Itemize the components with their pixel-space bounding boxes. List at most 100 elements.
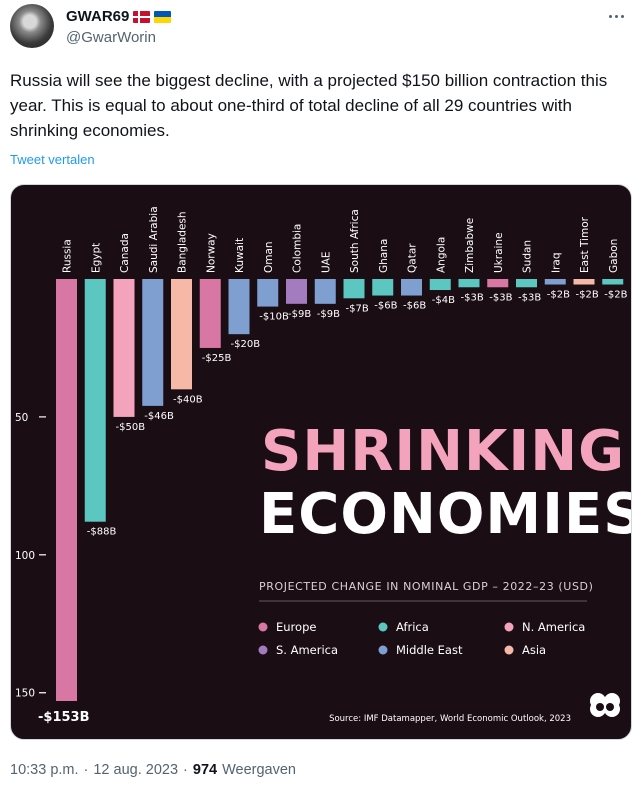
country-label: Qatar (407, 243, 419, 273)
value-label: -$6B (374, 301, 397, 312)
avatar[interactable] (10, 4, 54, 48)
value-label: -$3B (489, 292, 512, 303)
denmark-flag-icon (133, 11, 151, 23)
country-label: Oman (263, 241, 275, 273)
bar-oman (257, 279, 279, 307)
bar-bangladesh (171, 279, 192, 390)
value-label: -$3B (461, 292, 484, 303)
legend-label: Asia (522, 643, 546, 657)
value-label: -$40B (173, 394, 203, 405)
chart-subtitle: PROJECTED CHANGE IN NOMINAL GDP – 2022–2… (259, 580, 594, 593)
value-label: -$10B (259, 312, 289, 323)
country-label: East Timor (579, 216, 591, 273)
bar-qatar (401, 279, 422, 296)
ukraine-flag-icon (154, 11, 172, 23)
country-label: Colombia (292, 224, 304, 273)
bar-ghana (372, 279, 394, 296)
legend-label: S. America (276, 643, 338, 657)
translate-link[interactable]: Tweet vertalen (10, 152, 95, 167)
value-label: -$20B (231, 339, 261, 350)
value-label: -$9B (317, 309, 340, 320)
legend-swatch (504, 645, 514, 655)
country-label: Iraq (550, 252, 562, 273)
value-label: -$153B (38, 710, 90, 725)
y-tick-label: 150 (15, 688, 35, 700)
meta-separator: · (183, 762, 188, 778)
value-label: -$3B (518, 292, 541, 303)
display-name[interactable]: GWAR69 (66, 8, 130, 25)
country-label: Egypt (90, 243, 102, 273)
legend-label: Europe (276, 620, 316, 634)
country-label: Sudan (522, 240, 534, 273)
value-label: -$7B (346, 303, 369, 314)
bar-colombia (286, 279, 307, 304)
bar-egypt (84, 279, 106, 522)
tweet-date[interactable]: 12 aug. 2023 (93, 762, 179, 778)
bar-norway (199, 279, 221, 348)
views-label: Weergaven (222, 762, 296, 778)
value-label: -$88B (87, 527, 117, 538)
value-label: -$9B (288, 309, 311, 320)
bars-layer: Russia -$153B Egypt -$88B Canada -$50B Saudi A… (38, 206, 628, 725)
country-label: Canada (119, 233, 131, 273)
bar-gabon (602, 279, 624, 285)
y-tick-label: 100 (15, 550, 35, 562)
value-label: -$2B (576, 290, 599, 301)
value-label: -$4B (432, 295, 455, 306)
chart-title-line1: SHRINKING (261, 419, 625, 484)
country-label: Norway (205, 233, 217, 273)
author-handle[interactable]: @GwarWorin (66, 29, 156, 46)
tweet-media-chart[interactable]: Russia -$153B Egypt -$88B Canada -$50B Saudi A… (10, 184, 632, 740)
tweet-time[interactable]: 10:33 p.m. (10, 762, 79, 778)
y-tick-label: 50 (15, 412, 28, 424)
legend-swatch (504, 622, 514, 632)
country-label: Gabon (608, 239, 620, 273)
value-label: -$2B (604, 290, 627, 301)
country-label: UAE (320, 251, 332, 273)
bar-uae (314, 279, 336, 304)
country-label: Bangladesh (177, 211, 189, 273)
legend-swatch (378, 645, 388, 655)
legend-swatch (258, 645, 268, 655)
country-label: Ghana (378, 239, 390, 273)
country-label: Saudi Arabia (148, 206, 160, 273)
legend-swatch (258, 622, 268, 632)
country-label: Zimbabwe (464, 218, 476, 273)
legend-label: Africa (396, 620, 429, 634)
bar-russia (56, 279, 77, 701)
tweet-meta: 10:33 p.m. · 12 aug. 2023 · 974 Weergave… (10, 762, 296, 778)
legend: Europe Africa N. America S. America Middle E… (258, 620, 585, 657)
author-name-row[interactable]: GWAR69 (66, 8, 172, 26)
brand-logo-icon (590, 693, 620, 717)
value-label: -$6B (403, 301, 426, 312)
y-axis: 50 100 150 (15, 412, 46, 700)
bar-zimbabwe (458, 279, 480, 288)
bar-kuwait (228, 279, 250, 335)
value-label: -$50B (116, 422, 146, 433)
value-label: -$46B (144, 411, 174, 422)
bar-south-africa (343, 279, 365, 299)
bar-ukraine (487, 279, 509, 288)
legend-label: N. America (522, 620, 585, 634)
country-label: Kuwait (234, 238, 246, 273)
tweet-text: Russia will see the biggest decline, wit… (10, 71, 608, 140)
bar-saudi-arabia (142, 279, 164, 406)
chart-source: Source: IMF Datamapper, World Economic O… (329, 714, 571, 724)
meta-separator: · (83, 762, 89, 778)
value-label: -$2B (547, 290, 570, 301)
country-label: South Africa (349, 209, 361, 273)
bar-canada (113, 279, 135, 417)
bar-east-timor (573, 279, 595, 285)
chart-svg: Russia -$153B Egypt -$88B Canada -$50B Saudi A… (15, 206, 631, 725)
country-label: Angola (435, 237, 447, 273)
value-label: -$25B (202, 353, 232, 364)
views-count: 974 (192, 762, 218, 778)
more-options-icon[interactable] (601, 6, 631, 26)
legend-swatch (378, 622, 388, 632)
bar-sudan (516, 279, 537, 288)
bar-iraq (544, 279, 566, 285)
legend-label: Middle East (396, 643, 463, 657)
country-label: Russia (62, 239, 74, 273)
bar-angola (429, 279, 451, 291)
chart-title-line2: ECONOMIES (259, 482, 631, 547)
